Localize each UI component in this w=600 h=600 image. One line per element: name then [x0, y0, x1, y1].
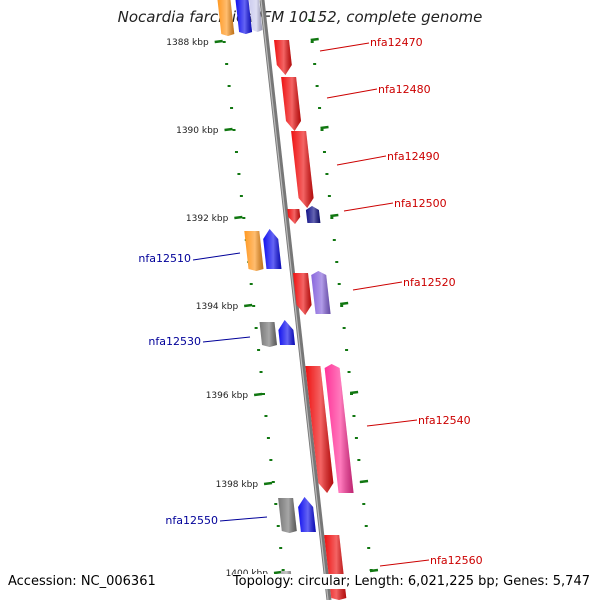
gene-arrow[interactable] — [305, 366, 334, 493]
tick-label: 1388 kbp — [166, 38, 209, 48]
callout-line — [336, 155, 387, 166]
major-tick — [214, 39, 223, 44]
gene-arrow[interactable] — [278, 498, 297, 533]
gene-label-nfa12560[interactable]: nfa12560 — [430, 554, 483, 567]
label-layer: nfa12470 nfa12480 nfa12490 nfa12500 nfa12520… — [138, 36, 482, 567]
gene-label-nfa12500[interactable]: nfa12500 — [394, 197, 447, 210]
gene-arrow[interactable] — [287, 209, 301, 224]
major-tick — [369, 568, 379, 573]
major-tick — [263, 481, 273, 486]
major-tick — [320, 125, 329, 130]
gene-layer — [217, 0, 354, 600]
gene-label-nfa12550[interactable]: nfa12550 — [165, 514, 218, 527]
gene-arrow[interactable] — [293, 273, 312, 315]
major-tick — [273, 570, 283, 575]
gene-label-nfa12490[interactable]: nfa12490 — [387, 150, 440, 163]
tick-label: 1390 kbp — [176, 126, 219, 136]
gene-arrow-nfa12480[interactable] — [281, 77, 301, 131]
gene-label-nfa12470[interactable]: nfa12470 — [370, 36, 423, 49]
callout-line — [202, 336, 251, 343]
major-tick — [253, 392, 263, 397]
gene-arrow-nfa12540[interactable] — [324, 364, 354, 493]
major-tick — [340, 301, 349, 306]
gene-label-nfa12510[interactable]: nfa12510 — [138, 252, 191, 265]
gene-arrow[interactable] — [217, 0, 235, 36]
major-tick — [224, 127, 233, 132]
gene-arrow-nfa12500[interactable] — [305, 206, 321, 223]
genome-title: Nocardia farcinica IFM 10152, complete g… — [117, 8, 483, 26]
gene-label-nfa12530[interactable]: nfa12530 — [148, 335, 201, 348]
gene-arrow-nfa12490[interactable] — [291, 131, 314, 208]
gene-label-nfa12540[interactable]: nfa12540 — [418, 414, 471, 427]
callout-line — [192, 252, 241, 261]
genome-stats-text: Topology: circular; Length: 6,021,225 bp… — [232, 574, 590, 589]
gene-arrow-nfa12510[interactable] — [263, 229, 282, 269]
callout-line — [352, 281, 403, 291]
gene-arrow-nfa12520[interactable] — [311, 271, 331, 314]
major-tick — [310, 37, 319, 42]
gene-arrow[interactable] — [259, 322, 278, 347]
tick-label: 1394 kbp — [196, 302, 239, 312]
callout-line — [343, 202, 394, 212]
tick-label: 1396 kbp — [206, 391, 249, 401]
major-tick — [330, 213, 339, 218]
gene-arrow-nfa12550[interactable] — [298, 497, 316, 532]
gene-arrow[interactable] — [249, 0, 263, 32]
accession-text: Accession: NC_006361 — [8, 574, 156, 589]
gene-label-nfa12480[interactable]: nfa12480 — [378, 83, 431, 96]
major-tick — [234, 215, 243, 220]
callout-line — [379, 559, 430, 567]
tick-label: 1398 kbp — [216, 480, 259, 490]
callout-line — [366, 419, 418, 427]
callout-line — [219, 516, 268, 522]
callout-line — [319, 42, 370, 52]
genome-backbone — [259, 0, 332, 600]
gene-label-nfa12520[interactable]: nfa12520 — [403, 276, 456, 289]
major-tick — [349, 390, 359, 395]
major-tick — [359, 479, 369, 484]
major-tick — [244, 303, 253, 308]
gene-arrow[interactable] — [244, 231, 264, 271]
gene-arrow[interactable] — [235, 0, 253, 34]
tick-label: 1392 kbp — [186, 214, 229, 224]
gene-arrow-nfa12530[interactable] — [278, 320, 295, 345]
backbone-layer — [259, 0, 332, 600]
callout-line — [326, 88, 378, 99]
gene-arrow-nfa12470[interactable] — [274, 40, 292, 75]
